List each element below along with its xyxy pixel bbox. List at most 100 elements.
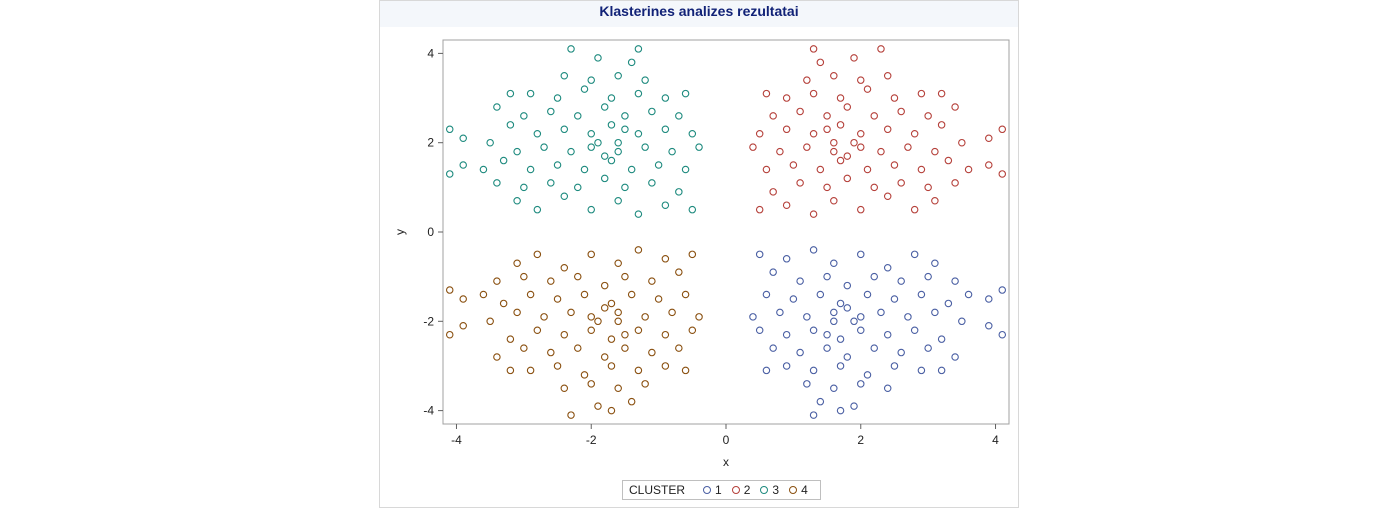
cluster-1-point	[836, 335, 845, 343]
cluster-3-point	[445, 170, 454, 178]
cluster-1-point	[910, 250, 919, 259]
cluster-3-point	[479, 165, 488, 174]
cluster-2-point	[857, 205, 865, 214]
cluster-2-point	[951, 103, 959, 111]
cluster-1-point	[897, 348, 905, 357]
cluster-1-point	[924, 344, 932, 352]
cluster-4-point	[688, 250, 697, 259]
cluster-4-point	[574, 344, 582, 352]
cluster-2-point	[843, 152, 852, 160]
cluster-3-point	[587, 130, 595, 138]
cluster-4-point	[594, 317, 602, 326]
cluster-4-point	[621, 330, 629, 339]
cluster-4-point	[627, 397, 636, 406]
cluster-3-point	[560, 192, 569, 201]
cluster-1-point	[863, 290, 872, 299]
cluster-2-point	[782, 125, 791, 134]
cluster-2-point	[830, 147, 838, 156]
y-tick-label: -4	[423, 404, 434, 418]
cluster-3-point	[506, 89, 515, 98]
cluster-3-point	[621, 125, 629, 134]
cluster-4-point	[486, 317, 494, 326]
cluster-1-point	[857, 313, 865, 321]
cluster-3-point	[459, 134, 467, 142]
legend-marker-1	[703, 486, 712, 494]
cluster-4-point	[560, 263, 569, 272]
cluster-1-point	[883, 384, 892, 393]
cluster-4-point	[681, 366, 690, 375]
cluster-4-point	[621, 272, 629, 281]
cluster-4-point	[614, 384, 622, 393]
cluster-3-point	[493, 103, 501, 111]
cluster-4-point	[648, 277, 656, 285]
cluster-2-point	[809, 210, 818, 218]
cluster-2-point	[823, 183, 831, 192]
cluster-4-point	[681, 290, 690, 299]
cluster-3-point	[526, 89, 535, 98]
cluster-2-point	[843, 103, 852, 111]
cluster-2-point	[863, 85, 872, 93]
cluster-2-point	[857, 76, 865, 84]
cluster-4-point	[600, 353, 609, 361]
cluster-1-point	[803, 313, 811, 321]
cluster-1-point	[769, 268, 777, 276]
cluster-4-point	[560, 330, 569, 339]
cluster-2-point	[776, 147, 784, 156]
cluster-2-point	[985, 161, 993, 169]
cluster-1-point	[836, 299, 845, 308]
cluster-2-point	[985, 134, 993, 142]
cluster-4-point	[520, 272, 528, 281]
cluster-4-point	[675, 268, 683, 276]
cluster-1-point	[998, 330, 1007, 339]
legend-label-3: 3	[772, 483, 780, 497]
y-tick-label: 4	[427, 46, 434, 60]
cluster-1-point	[749, 313, 757, 321]
legend-marker-2	[731, 486, 740, 494]
cluster-1-point	[917, 366, 926, 375]
cluster-1-point	[830, 317, 838, 326]
cluster-3-point	[661, 94, 670, 102]
cluster-4-point	[587, 380, 595, 388]
cluster-1-point	[985, 295, 993, 303]
cluster-2-point	[890, 94, 899, 102]
cluster-4-point	[499, 299, 508, 308]
cluster-4-point	[641, 313, 649, 321]
cluster-2-point	[809, 89, 818, 98]
cluster-3-point	[533, 130, 542, 138]
cluster-3-point	[587, 76, 595, 84]
cluster-4-point	[445, 330, 454, 339]
cluster-2-point	[863, 165, 872, 174]
cluster-2-point	[782, 201, 791, 209]
legend-entry-4: 4	[789, 483, 808, 497]
cluster-1-point	[937, 366, 946, 375]
cluster-2-point	[883, 71, 892, 80]
cluster-4-point	[459, 322, 467, 330]
cluster-2-point	[755, 130, 764, 138]
legend-marker-4	[789, 486, 798, 494]
cluster-3-point	[648, 179, 656, 187]
cluster-3-point	[695, 143, 703, 151]
cluster-3-point	[600, 174, 609, 183]
cluster-2-point	[904, 143, 912, 151]
cluster-2-point	[823, 125, 831, 134]
cluster-4-point	[675, 344, 683, 352]
points-layer	[445, 45, 1007, 419]
cluster-4-point	[506, 366, 515, 375]
cluster-2-point	[782, 94, 791, 102]
cluster-2-point	[870, 112, 878, 120]
cluster-2-point	[850, 54, 858, 62]
cluster-2-point	[890, 161, 899, 169]
legend: CLUSTER 1 2 3 4	[622, 480, 821, 500]
series-2	[749, 45, 1007, 218]
cluster-3-point	[587, 143, 595, 151]
cluster-3-point	[607, 156, 616, 165]
cluster-2-point	[910, 130, 919, 138]
cluster-2-point	[789, 161, 798, 169]
cluster-4-point	[567, 411, 575, 419]
cluster-1-point	[836, 362, 845, 370]
cluster-4-point	[553, 362, 562, 370]
legend-title: CLUSTER	[629, 483, 686, 497]
cluster-4-point	[607, 406, 616, 415]
cluster-1-point	[776, 308, 784, 317]
cluster-3-point	[493, 179, 501, 187]
